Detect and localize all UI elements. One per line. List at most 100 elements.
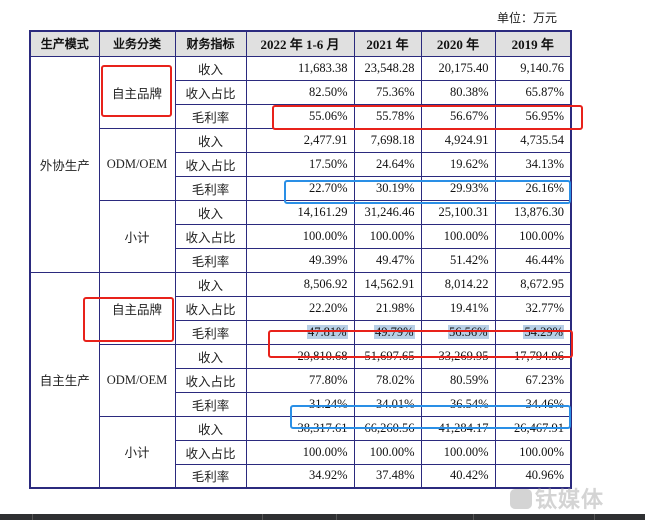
value-cell: 24.64% (353, 151, 422, 177)
value-cell: 19.62% (420, 151, 496, 177)
value-cell: 56.95% (494, 103, 572, 129)
value-cell: 100.00% (245, 439, 355, 465)
value-cell: 26.16% (494, 175, 572, 201)
value-cell: 34.01% (353, 391, 422, 417)
metric-cell: 毛利率 (174, 175, 247, 201)
value-cell: 77.80% (245, 367, 355, 393)
value-cell: 78.02% (353, 367, 422, 393)
watermark: 钛媒体 (510, 482, 604, 514)
value-cell: 20,175.40 (420, 55, 496, 81)
value-cell: 49.47% (353, 247, 422, 273)
value-cell: 7,698.18 (353, 127, 422, 153)
header-2019: 2019 年 (494, 30, 572, 57)
value-cell: 51,697.65 (353, 343, 422, 369)
value-cell: 100.00% (245, 223, 355, 249)
bottom-taskbar (0, 514, 645, 520)
value-cell: 80.38% (420, 79, 496, 105)
metric-cell: 收入 (174, 127, 247, 153)
metric-cell: 毛利率 (174, 247, 247, 273)
metric-cell: 毛利率 (174, 103, 247, 129)
value-cell: 41,284.17 (420, 415, 496, 441)
value-cell: 100.00% (353, 439, 422, 465)
metric-cell: 收入占比 (174, 223, 247, 249)
value-cell: 23,548.28 (353, 55, 422, 81)
selected-text: 49.79% (373, 324, 415, 339)
table-row: ODM/OEM 收入 2,477.91 7,698.18 4,924.91 4,735.5… (30, 127, 572, 201)
header-mode: 生产模式 (29, 30, 100, 57)
value-cell: 21.98% (353, 295, 422, 321)
table-row: 收入占比 100.00% 100.00% 100.00% 100.00% (30, 223, 572, 249)
table-row: 毛利率 55.06% 55.78% 56.67% 56.95% (30, 103, 572, 129)
value-cell: 66,260.56 (353, 415, 422, 441)
selected-text: 47.81% (306, 324, 348, 339)
value-cell: 56.56% (420, 319, 496, 345)
metric-cell: 毛利率 (174, 319, 247, 345)
metric-cell: 收入占比 (174, 295, 247, 321)
business-category-cell: 自主品牌 (98, 271, 176, 345)
value-cell: 80.59% (420, 367, 496, 393)
table-row: 毛利率 49.39% 49.47% 51.42% 46.44% (30, 247, 572, 273)
value-cell: 49.39% (245, 247, 355, 273)
table-row: 收入占比 17.50% 24.64% 19.62% 34.13% (30, 151, 572, 177)
value-cell: 54.29% (494, 319, 572, 345)
value-cell: 100.00% (494, 439, 572, 465)
metric-cell: 收入占比 (174, 367, 247, 393)
header-row: 生产模式 业务分类 财务指标 2022 年 1-6 月 2021 年 2020 … (29, 30, 572, 57)
header-2022h1: 2022 年 1-6 月 (245, 30, 355, 57)
value-cell: 100.00% (420, 223, 496, 249)
value-cell: 100.00% (420, 439, 496, 465)
table-row: 收入占比 77.80% 78.02% 80.59% 67.23% (30, 367, 572, 393)
table-row: 收入占比 82.50% 75.36% 80.38% 65.87% (30, 79, 572, 105)
table-row: 毛利率 22.70% 30.19% 29.93% 26.16% (30, 175, 572, 201)
value-cell: 17,794.96 (494, 343, 572, 369)
metric-cell: 收入 (174, 415, 247, 441)
metric-cell: 收入 (174, 199, 247, 225)
value-cell: 22.70% (245, 175, 355, 201)
value-cell: 26,467.91 (494, 415, 572, 441)
value-cell: 34.13% (494, 151, 572, 177)
metric-cell: 收入 (174, 271, 247, 297)
metric-cell: 收入占比 (174, 79, 247, 105)
value-cell: 29,810.68 (245, 343, 355, 369)
production-mode-cell: 自主生产 (29, 271, 100, 489)
value-cell: 2,477.91 (245, 127, 355, 153)
value-cell: 56.67% (420, 103, 496, 129)
business-category-cell: 小计 (98, 415, 176, 489)
value-cell: 17.50% (245, 151, 355, 177)
metric-cell: 毛利率 (174, 391, 247, 417)
value-cell: 100.00% (494, 223, 572, 249)
value-cell: 14,562.91 (353, 271, 422, 297)
metric-cell: 收入 (174, 55, 247, 81)
value-cell: 13,876.30 (494, 199, 572, 225)
production-mode-cell: 外协生产 (29, 55, 100, 273)
table-row: 毛利率 31.24% 34.01% 36.54% 34.46% (30, 391, 572, 417)
table-row: ODM/OEM 收入 29,810.68 51,697.65 33,269.95 17,7… (30, 343, 572, 417)
business-category-cell: ODM/OEM (98, 343, 176, 417)
value-cell: 51.42% (420, 247, 496, 273)
value-cell: 40.96% (494, 463, 572, 489)
watermark-logo-icon (510, 489, 532, 509)
value-cell: 49.79% (353, 319, 422, 345)
value-cell: 75.36% (353, 79, 422, 105)
value-cell: 8,672.95 (494, 271, 572, 297)
value-cell: 100.00% (353, 223, 422, 249)
header-metric: 财务指标 (174, 30, 247, 57)
value-cell: 67.23% (494, 367, 572, 393)
table-row: 小计 收入 14,161.29 31,246.46 25,100.31 13,876.30 (30, 199, 572, 273)
value-cell: 8,506.92 (245, 271, 355, 297)
value-cell: 34.46% (494, 391, 572, 417)
metric-cell: 收入占比 (174, 439, 247, 465)
value-cell: 37.48% (353, 463, 422, 489)
value-cell: 40.42% (420, 463, 496, 489)
metric-cell: 收入 (174, 343, 247, 369)
value-cell: 46.44% (494, 247, 572, 273)
metric-cell: 收入占比 (174, 151, 247, 177)
value-cell: 31.24% (245, 391, 355, 417)
value-cell: 82.50% (245, 79, 355, 105)
business-category-cell: 自主品牌 (98, 55, 176, 129)
value-cell: 31,246.46 (353, 199, 422, 225)
value-cell: 25,100.31 (420, 199, 496, 225)
business-category-cell: 小计 (98, 199, 176, 273)
value-cell: 22.20% (245, 295, 355, 321)
unit-label: 单位：万元 (496, 11, 557, 25)
